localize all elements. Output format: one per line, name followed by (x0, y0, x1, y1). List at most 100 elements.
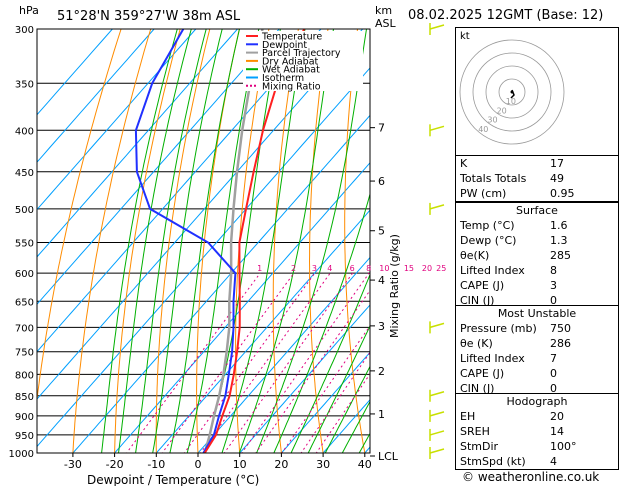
wind-barb (429, 430, 445, 436)
km-tick-label: 6 (378, 175, 385, 188)
mixing-ratio-label: 8 (366, 264, 371, 273)
mixing-ratio-label: 1 (257, 264, 262, 273)
x-tick-label: 20 (274, 458, 288, 471)
surface-value: 0 (550, 294, 557, 307)
wet-adiabat-line (152, 29, 223, 453)
wet-adiabat-line (135, 29, 207, 453)
wind-barb (429, 391, 445, 397)
hodograph-row: StmDir 100° (456, 439, 618, 454)
wind-barb (429, 322, 445, 329)
km-tick-label: 4 (378, 274, 385, 287)
height-unit-asl: ASL (375, 17, 397, 30)
unstable-panel: Most Unstable Pressure (mb) 750 θe (K) 286… (455, 305, 619, 397)
hodograph-ring (472, 52, 552, 132)
hodograph-value: 4 (550, 455, 557, 468)
pressure-tick-label: 300 (15, 25, 34, 36)
temperature-curve (203, 29, 306, 453)
hodograph-label: SREH (460, 425, 490, 438)
dry-adiabat-line (272, 29, 299, 453)
mixing-ratio-line (255, 289, 370, 453)
wet-adiabat-line (221, 29, 306, 453)
unstable-label: CIN (J) (460, 382, 495, 395)
pressure-tick-label: 1000 (9, 449, 34, 460)
surface-label: Dewp (°C) (460, 234, 517, 247)
pressure-tick-label: 850 (15, 392, 34, 403)
hodograph-stats-panel: Hodograph EH 20 SREH 14 StmDir 100° StmSpd … (455, 393, 619, 470)
location-title: 51°28'N 359°27'W 38m ASL (57, 9, 241, 24)
dry-adiabat-line (72, 29, 152, 453)
datetime-title: 08.02.2025 12GMT (Base: 12) (408, 8, 603, 23)
unstable-row: θe (K) 286 (456, 336, 618, 351)
pressure-tick-label: 500 (15, 205, 34, 216)
surface-row: Temp (°C) 1.6 (456, 218, 618, 233)
hodograph-value: 14 (550, 425, 564, 438)
x-tick-label: -30 (64, 458, 82, 471)
hodograph-value: 100° (550, 440, 577, 453)
dewpoint-curve (134, 29, 237, 453)
x-tick-label: 0 (195, 458, 202, 471)
x-tick-label: 40 (358, 458, 372, 471)
unstable-label: θe (K) (460, 337, 493, 350)
unstable-row: Pressure (mb) 750 (456, 321, 618, 336)
unstable-value: 750 (550, 322, 571, 335)
dry-adiabat-line (114, 29, 181, 453)
isotherm-line (37, 29, 155, 163)
legend-label: Isotherm (262, 73, 304, 84)
index-row-k: K 17 (456, 156, 618, 171)
pressure-unit: hPa (19, 4, 39, 17)
km-tick-label: 1 (378, 408, 385, 421)
surface-value: 8 (550, 264, 557, 277)
unstable-value: 286 (550, 337, 571, 350)
unstable-value: 0 (550, 382, 557, 395)
wet-adiabat-line (324, 365, 370, 453)
km-tick-label: 5 (378, 225, 385, 238)
wet-adiabat-line (273, 192, 370, 453)
isotherm-line (37, 29, 197, 211)
surface-title: Surface (516, 204, 558, 217)
mixing-ratio-line (223, 272, 354, 453)
wet-adiabat-line (341, 400, 370, 453)
pressure-tick-label: 900 (15, 412, 34, 423)
dry-adiabat-line (155, 29, 211, 453)
legend-label: Dewpoint (262, 40, 307, 51)
mixing-ratio-line (300, 351, 370, 453)
wind-barb (429, 24, 445, 30)
pressure-tick-label: 600 (15, 269, 34, 280)
legend-label: Temperature (261, 32, 322, 43)
unstable-label: Lifted Index (460, 352, 525, 365)
dry-adiabat-line (37, 29, 122, 404)
mixing-ratio-line (281, 324, 370, 453)
km-tick-label: 3 (378, 320, 385, 333)
isotherm-line (239, 304, 370, 453)
pressure-tick-label: 950 (15, 431, 34, 442)
isotherm-line (37, 29, 239, 258)
hodograph-ring-label: 30 (487, 116, 497, 125)
diagram-axes: 1 2 3 4 6 8 10 15 20 2530035040045050055060065070… (9, 25, 447, 471)
credit-text: © weatheronline.co.uk (462, 470, 600, 484)
hodograph-ring-label: 40 (478, 125, 488, 134)
mixing-ratio-label: 10 (379, 264, 389, 273)
mixing-ratio-label: 4 (327, 264, 332, 273)
plot-frame (36, 28, 371, 454)
mixing-ratio-label: 6 (350, 264, 355, 273)
mixing-ratio-line (161, 272, 295, 453)
wet-adiabat-line (238, 29, 335, 453)
pressure-tick-label: 400 (15, 126, 34, 137)
profile-curves (134, 29, 306, 453)
index-value: 17 (550, 157, 564, 170)
index-row-pw: PW (cm) 0.95 (456, 186, 618, 201)
surface-label: CIN (J) (460, 294, 495, 307)
mixing-ratio-label: 3 (312, 264, 317, 273)
x-tick-label: 10 (233, 458, 247, 471)
mixing-ratio-label: 15 (404, 264, 414, 273)
unstable-title: Most Unstable (497, 307, 577, 320)
dry-adiabat-line (235, 29, 270, 453)
mixing-ratio-label: 2 (291, 264, 296, 273)
isotherm-line (280, 351, 370, 453)
unstable-row: CAPE (J) 0 (456, 366, 618, 381)
indices-panel: K 17 Totals Totals 49 PW (cm) 0.95 (455, 155, 619, 202)
wind-barb (429, 125, 445, 132)
